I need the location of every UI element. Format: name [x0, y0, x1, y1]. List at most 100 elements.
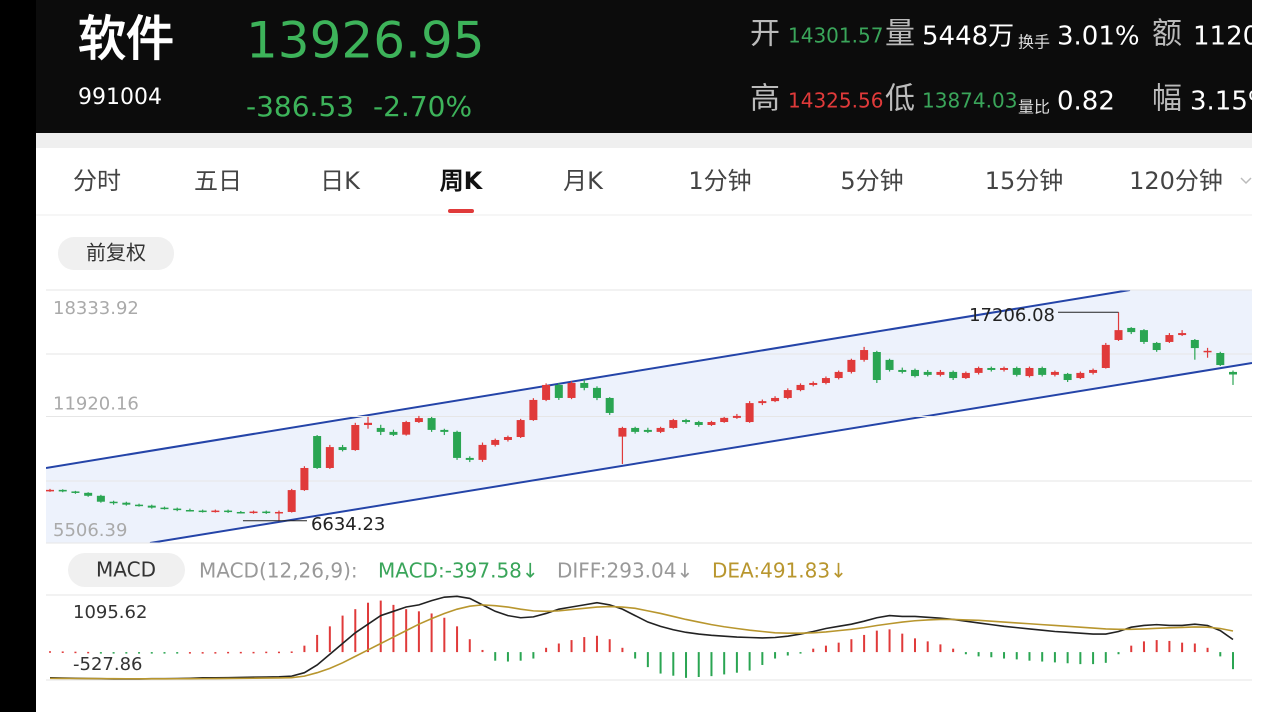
macd-bar: [532, 652, 535, 659]
macd-bar: [1028, 652, 1031, 661]
stat-label: 量: [885, 17, 915, 52]
candle-body: [249, 511, 258, 514]
candle-body: [427, 418, 436, 430]
candle-body: [262, 511, 271, 514]
candle-body: [605, 397, 614, 413]
macd-bar: [188, 652, 191, 654]
y-tick-label: 11920.16: [53, 393, 139, 414]
y-tick-label: 5506.39: [53, 520, 127, 541]
candle-body: [542, 384, 551, 400]
macd-bar: [926, 641, 929, 653]
stat-label: 换手: [1018, 33, 1050, 52]
candle-body: [682, 420, 691, 423]
macd-bar: [277, 651, 280, 654]
candle-body: [224, 510, 233, 513]
macd-bar: [595, 635, 598, 653]
candle-body: [274, 511, 283, 514]
candle-body: [974, 367, 983, 373]
macd-bar: [99, 652, 102, 654]
macd-bar: [774, 652, 777, 659]
macd-bar: [786, 652, 789, 656]
stat-value: 5448万: [922, 22, 1014, 52]
tab[interactable]: 15分钟: [985, 167, 1064, 195]
candle-body: [503, 437, 512, 440]
tab[interactable]: 5分钟: [840, 167, 903, 195]
macd-bar: [1003, 652, 1006, 659]
candle-body: [720, 417, 729, 423]
dropdown-chevron[interactable]: [1240, 177, 1252, 185]
macd-bar: [417, 611, 420, 653]
macd-bar: [367, 602, 370, 653]
tab[interactable]: 五日: [194, 167, 242, 195]
stat-value: 14301.57: [788, 24, 883, 48]
tab[interactable]: 分时: [73, 167, 121, 195]
candle-body: [46, 489, 54, 492]
macd-bar: [735, 652, 738, 673]
tab[interactable]: 周K: [440, 167, 484, 195]
macd-bar: [1104, 652, 1107, 663]
macd-bar: [1041, 652, 1044, 662]
candle-body: [669, 420, 678, 428]
tab[interactable]: 1分钟: [688, 167, 751, 195]
stock-code: 991004: [78, 85, 162, 110]
macd-bar: [875, 630, 878, 653]
macd-bar: [354, 609, 357, 653]
candle-body: [351, 424, 360, 451]
macd-bar: [710, 652, 713, 677]
macd-bar: [659, 652, 662, 674]
candle-body: [1114, 330, 1123, 340]
macd-bar: [1206, 647, 1209, 653]
macd-bar: [125, 652, 128, 654]
macd-bar: [570, 640, 573, 653]
candle-body: [236, 511, 245, 514]
candle-body: [631, 427, 640, 432]
candle-body: [580, 382, 589, 388]
candle-body: [1025, 367, 1034, 377]
macd-bar: [1079, 652, 1082, 665]
macd-bar: [1142, 641, 1145, 653]
candle-body: [758, 401, 767, 404]
macd-bar: [87, 651, 90, 654]
candle-body: [1038, 367, 1047, 375]
macd-bar: [913, 638, 916, 653]
candle-body: [135, 504, 144, 507]
stat-value: 0.82: [1057, 87, 1115, 117]
macd-params: MACD(12,26,9):: [199, 559, 358, 583]
min-label: 6634.23: [311, 514, 385, 535]
macd-bar: [621, 647, 624, 653]
candle-body: [96, 495, 105, 502]
stat-value: 14325.56: [788, 89, 883, 113]
macd-bar: [163, 652, 166, 654]
candle-body: [122, 502, 131, 505]
stat-value: 13874.03: [922, 89, 1017, 113]
macd-bar: [290, 651, 293, 653]
candle-body: [732, 415, 741, 418]
change-pct: -2.70%: [373, 90, 472, 123]
adjust-pill[interactable]: [58, 237, 174, 270]
legend-entry: MACD:-397.58↓: [378, 559, 539, 583]
candle-body: [414, 418, 423, 423]
macd-bar: [939, 644, 942, 653]
candle-body: [618, 427, 627, 437]
candle-body: [529, 399, 538, 421]
indicator-pill[interactable]: [68, 553, 185, 587]
candle-body: [58, 489, 67, 492]
y-tick-label: 18333.92: [53, 298, 139, 319]
macd-bar: [1066, 652, 1069, 664]
tab[interactable]: 120分钟: [1129, 167, 1223, 195]
candle-body: [898, 369, 907, 372]
macd-bar: [1181, 642, 1184, 653]
tab[interactable]: 月K: [563, 167, 604, 195]
macd-bar: [748, 652, 751, 671]
macd-bar: [494, 652, 497, 661]
adjust-label[interactable]: 前复权: [86, 241, 146, 265]
macd-bar: [265, 651, 268, 654]
candle-body: [160, 507, 169, 510]
candle-body: [1076, 372, 1085, 379]
macd-bar: [456, 626, 459, 653]
macd-bar: [74, 651, 77, 654]
indicator-label[interactable]: MACD: [96, 558, 156, 582]
tab[interactable]: 日K: [320, 167, 361, 195]
candle-body: [1203, 350, 1212, 353]
